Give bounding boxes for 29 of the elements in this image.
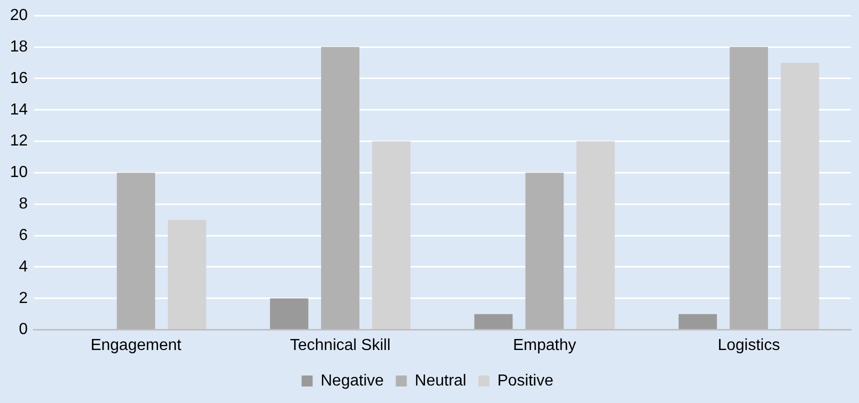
bar (270, 298, 308, 330)
y-tick-label: 20 (10, 7, 28, 24)
bar (116, 172, 156, 330)
y-tick-label: 4 (18, 258, 28, 276)
bar (730, 47, 768, 330)
x-tick-label: Empathy (512, 336, 576, 354)
y-tick-label: 2 (18, 290, 28, 307)
bar (321, 47, 360, 330)
x-tick-label: Logistics (718, 336, 780, 354)
bar (474, 314, 513, 330)
bar (678, 314, 717, 330)
legend-label: Negative (320, 372, 384, 390)
y-tick-label: 18 (10, 38, 28, 56)
y-tick-label: 16 (10, 70, 28, 87)
y-tick-label: 0 (18, 321, 28, 338)
bar (780, 62, 820, 330)
bar (372, 141, 410, 330)
x-tick-label: Engagement (90, 336, 182, 354)
x-tick-label: Technical Skill (290, 336, 390, 354)
legend-label: Positive (497, 372, 554, 390)
y-tick-label: 10 (10, 164, 28, 182)
y-tick-label: 12 (10, 132, 28, 150)
y-tick-label: 8 (18, 196, 28, 213)
y-tick-label: 14 (10, 101, 28, 118)
y-tick-label: 6 (18, 226, 28, 244)
bar (576, 141, 615, 330)
bar (525, 172, 564, 330)
legend-label: Neutral (414, 372, 466, 390)
bar (168, 220, 206, 330)
